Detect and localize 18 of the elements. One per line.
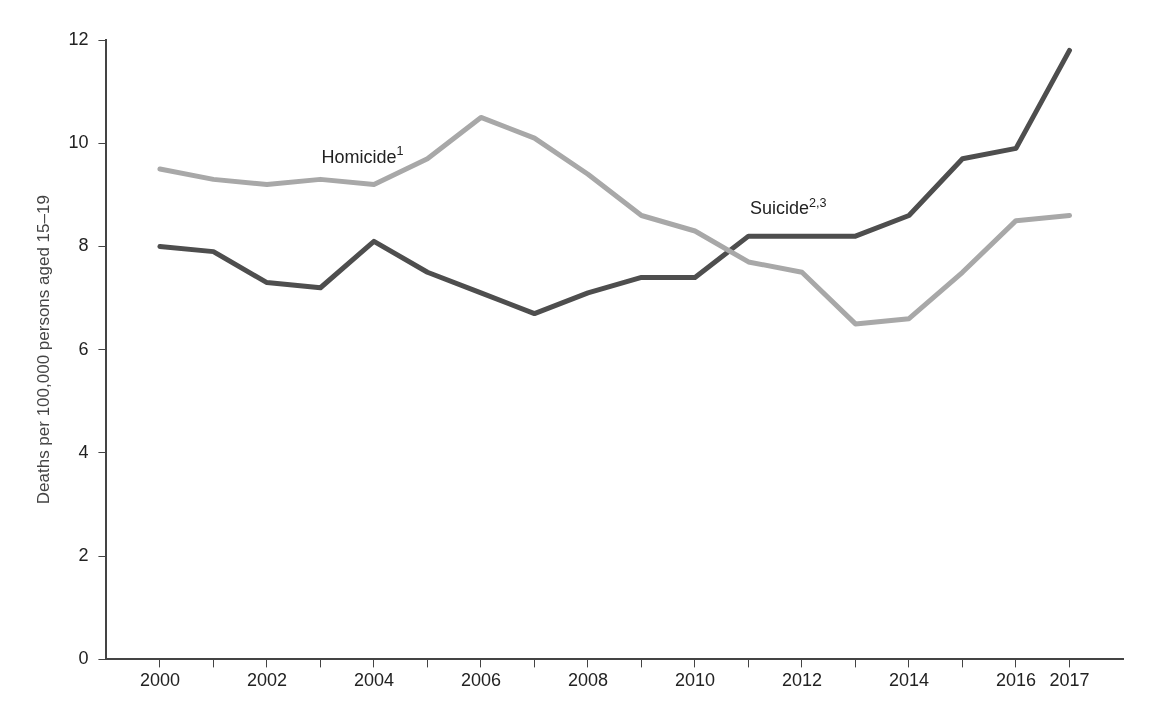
x-tick-label: 2008 bbox=[567, 670, 608, 691]
y-tick-label: 10 bbox=[68, 132, 89, 153]
x-tick-label: 2012 bbox=[781, 670, 822, 691]
y-tick-label: 6 bbox=[78, 338, 89, 359]
x-tick-label: 2002 bbox=[246, 670, 287, 691]
x-tick-label: 2016 bbox=[995, 670, 1037, 691]
x-tick-label: 2000 bbox=[139, 670, 180, 691]
x-tick-label: 2014 bbox=[888, 670, 930, 691]
y-tick-label: 0 bbox=[78, 648, 89, 669]
y-tick-label: 12 bbox=[68, 28, 89, 49]
x-tick-label: 2006 bbox=[460, 670, 501, 691]
y-axis-title: Deaths per 100,000 persons aged 15–19 bbox=[33, 195, 53, 505]
x-tick-label: 2004 bbox=[353, 670, 394, 691]
y-tick-label: 4 bbox=[78, 441, 89, 462]
y-tick-label: 2 bbox=[78, 545, 89, 566]
y-tick-label: 8 bbox=[78, 235, 89, 256]
x-tick-label: 2017 bbox=[1049, 670, 1090, 691]
x-tick-label: 2010 bbox=[674, 670, 715, 691]
